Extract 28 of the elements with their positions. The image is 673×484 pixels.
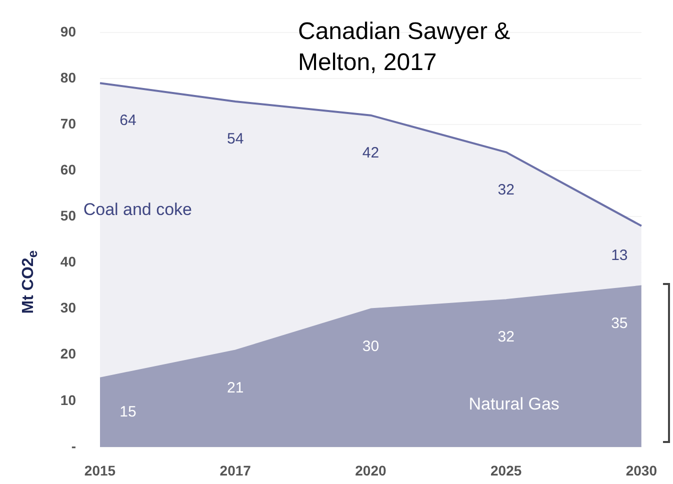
y-tick-label: 50 — [60, 208, 76, 224]
y-tick-label: 90 — [60, 23, 76, 40]
annotation: Canadian Sawyer & Melton, 2017 — [298, 17, 512, 78]
y-tick-label: 70 — [60, 115, 76, 132]
data-label: 35 — [611, 314, 628, 332]
data-label: 54 — [227, 130, 244, 148]
data-label: 32 — [498, 181, 514, 198]
data-label: 21 — [227, 379, 244, 396]
y-tick-label: - — [71, 438, 76, 454]
data-label: 13 — [611, 246, 628, 264]
x-tick-label: 2025 — [490, 462, 522, 478]
y-tick-label: 30 — [60, 300, 76, 316]
y-tick-label: 20 — [60, 346, 76, 362]
y-tick-label: 60 — [60, 161, 76, 178]
y-tick-label: 40 — [60, 254, 76, 270]
x-tick-label: 2015 — [84, 462, 116, 478]
data-label: 32 — [498, 328, 514, 346]
y-tick-label: 80 — [60, 69, 76, 86]
series-label: Coal and coke — [83, 200, 192, 219]
x-tick-label: 2020 — [355, 462, 386, 478]
x-tick-label: 2030 — [626, 462, 658, 478]
x-tick-label: 2017 — [220, 462, 252, 478]
series-label: Natural Gas — [468, 394, 560, 414]
data-label: 64 — [120, 112, 136, 130]
y-tick-label: 10 — [60, 392, 76, 408]
data-label: 42 — [362, 144, 380, 162]
data-label: 30 — [362, 338, 380, 355]
data-label: 15 — [120, 404, 136, 421]
